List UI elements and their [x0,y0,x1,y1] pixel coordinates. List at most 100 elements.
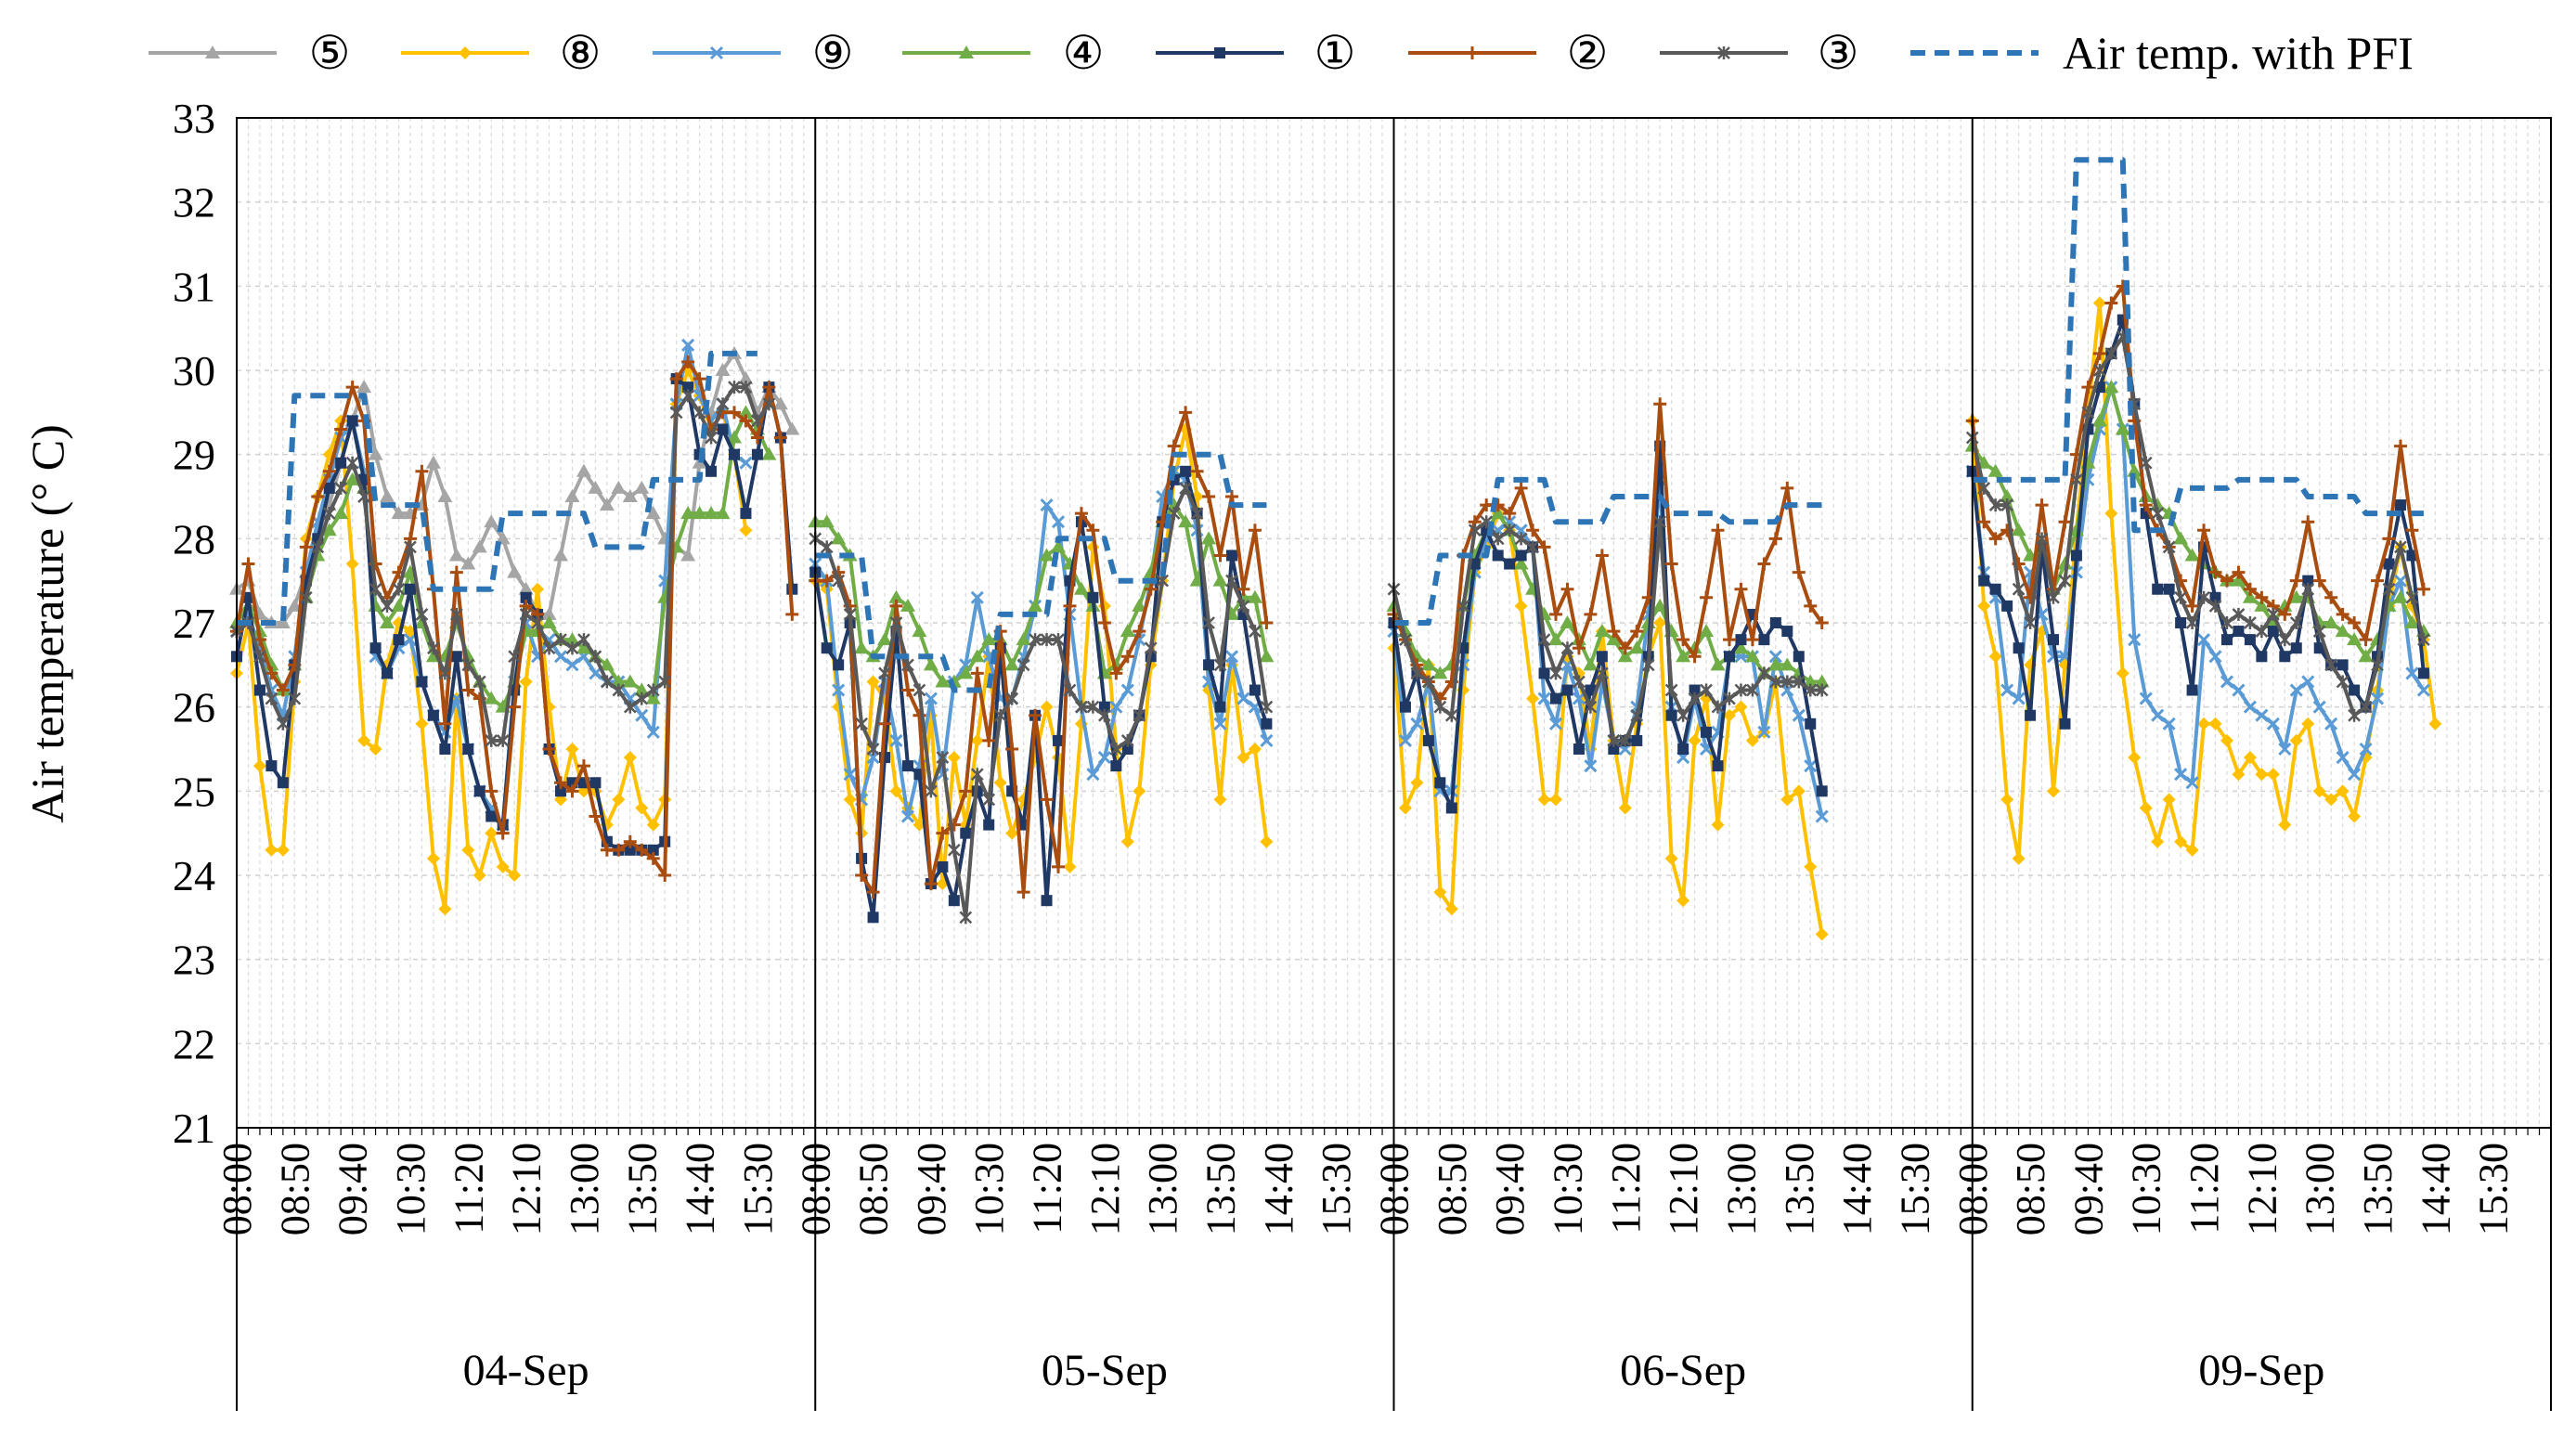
data-point [472,869,486,882]
data-point [2347,632,2362,646]
data-point [2255,625,2269,639]
data-point [2416,683,2430,697]
x-tick-label: 08:50 [272,1143,317,1235]
data-point [624,844,636,856]
data-point [2394,499,2406,511]
data-point [1121,743,1133,755]
data-point [1768,675,1782,689]
data-point [1109,700,1123,714]
data-point [1120,650,1134,664]
data-point [1780,481,1794,495]
data-point [819,514,835,528]
data-point [564,632,580,646]
data-point [1607,625,1621,639]
data-point [635,801,649,815]
data-point [681,338,695,352]
data-point [2152,583,2164,595]
data-point [508,700,522,714]
data-point [1641,658,1655,672]
data-point [2405,590,2419,604]
data-point [1664,851,1678,865]
data-point [484,514,499,528]
data-point [472,539,487,553]
legend-marker [709,45,724,60]
data-point [2288,589,2304,603]
x-tick-label: 14:40 [678,1143,723,1235]
data-point [253,650,266,664]
data-point [2162,717,2176,730]
data-point [1734,700,1748,714]
data-point [1236,599,1250,613]
data-point [1711,700,1725,714]
data-point [947,843,961,857]
data-point [1133,625,1146,639]
data-point [1075,700,1088,714]
day-label: 05-Sep [1042,1346,1168,1395]
x-tick-label: 12:10 [2239,1143,2285,1235]
data-point [704,506,719,520]
data-point [2324,717,2338,730]
x-tick-label: 08:50 [851,1143,897,1235]
data-point [485,784,498,798]
data-point [1733,640,1749,654]
data-point [1399,701,1411,713]
data-point [2139,692,2153,705]
data-point [820,574,834,588]
data-point [936,751,950,765]
data-point [1815,616,1829,629]
data-point [1780,657,1795,671]
data-point [265,692,278,705]
data-point [381,599,394,613]
data-point [508,869,522,882]
x-tick-label: 13:00 [1140,1143,1185,1235]
data-point [832,574,846,588]
data-point [1815,683,1829,697]
data-point [1179,481,1193,495]
data-point [669,406,683,420]
data-point [1399,633,1412,647]
y-tick-label: 26 [173,684,215,731]
data-point [2290,642,2302,654]
data-point [1212,573,1228,587]
legend-label: ② [1567,27,1609,79]
data-point [982,733,996,747]
x-tick-label: 15:30 [1314,1143,1359,1235]
data-point [1086,768,1100,782]
data-point [2416,582,2430,596]
data-point [1549,607,1563,621]
data-point [507,564,523,578]
data-point [1513,556,1529,570]
data-point [1063,860,1077,873]
data-point [993,708,1007,722]
x-tick-label: 10:30 [966,1143,1012,1235]
data-point [2104,346,2118,360]
data-point [1549,666,1562,680]
data-point [2394,540,2407,554]
data-point [924,692,938,705]
data-point [1052,860,1066,873]
data-point [345,557,359,571]
data-point [1491,532,1505,546]
data-point [1584,607,1598,621]
data-point [1051,539,1067,553]
data-point [1503,507,1517,521]
data-point [346,415,358,427]
data-point [2359,700,2373,714]
data-point [2092,364,2106,377]
data-point [1977,481,1991,495]
data-point [2382,532,2396,546]
data-point [680,548,696,562]
y-tick-label: 30 [173,347,215,394]
data-point [1688,650,1702,664]
data-point [1769,617,1781,628]
data-point [960,827,972,839]
data-point [981,632,997,646]
legend-marker [459,46,472,59]
data-point [369,582,382,596]
data-point [1768,650,1782,664]
data-point [646,818,660,832]
data-point [600,675,614,689]
data-point [2001,600,2013,612]
data-point [2255,768,2269,782]
data-point [2336,751,2349,765]
